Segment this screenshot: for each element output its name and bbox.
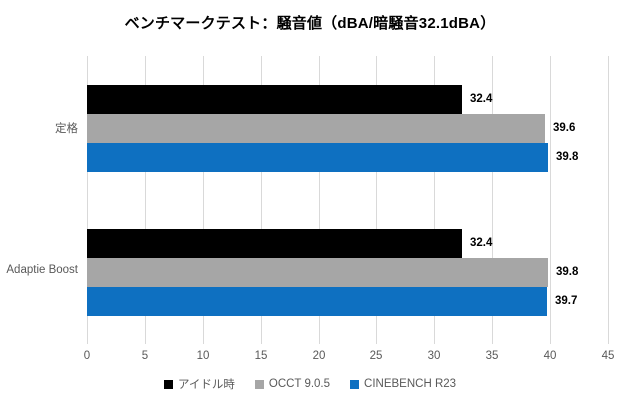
gridline-20 bbox=[319, 56, 320, 344]
x-tick-label: 20 bbox=[312, 350, 326, 362]
value-label: 32.4 bbox=[470, 237, 493, 249]
bar-CINEBENCH R23-定格 bbox=[87, 143, 548, 172]
legend: アイドル時 OCCT 9.0.5 CINEBENCH R23 bbox=[0, 376, 620, 392]
legend-item: アイドル時 bbox=[163, 376, 235, 392]
plot-area: 32.4 39.6 39.8 32.4 39.8 39.7 bbox=[87, 56, 609, 344]
legend-label: OCCT 9.0.5 bbox=[268, 378, 331, 390]
x-tick-label: 45 bbox=[601, 350, 615, 362]
legend-label: アイドル時 bbox=[177, 379, 235, 391]
x-tick-label: 25 bbox=[369, 350, 383, 362]
bar-アイドル時-定格 bbox=[87, 85, 462, 114]
gridline-25 bbox=[376, 56, 377, 344]
gridline-0 bbox=[87, 56, 88, 344]
gridline-30 bbox=[434, 56, 435, 344]
x-tick-label: 35 bbox=[485, 350, 499, 362]
bar-CINEBENCH R23-Adaptie Boost bbox=[87, 287, 547, 316]
value-label: 39.6 bbox=[553, 122, 576, 134]
value-label: 39.7 bbox=[555, 295, 578, 307]
x-tick-label: 0 bbox=[83, 350, 91, 362]
legend-label: CINEBENCH R23 bbox=[364, 378, 457, 390]
value-label: 32.4 bbox=[470, 93, 493, 105]
bar-アイドル時-Adaptie Boost bbox=[87, 229, 462, 258]
legend-item: OCCT 9.0.5 bbox=[254, 378, 331, 390]
gridline-10 bbox=[203, 56, 204, 344]
x-tick-label: 5 bbox=[141, 350, 149, 362]
value-label: 39.8 bbox=[556, 151, 579, 163]
legend-swatch-icon bbox=[163, 379, 173, 389]
gridline-40 bbox=[550, 56, 551, 344]
gridline-5 bbox=[145, 56, 146, 344]
gridline-35 bbox=[492, 56, 493, 344]
category-label: 定格 bbox=[55, 123, 78, 135]
bar-OCCT 9.0.5-Adaptie Boost bbox=[87, 258, 548, 287]
gridline-15 bbox=[261, 56, 262, 344]
x-tick-label: 30 bbox=[427, 350, 441, 362]
gridline-45 bbox=[608, 56, 609, 344]
chart-title: ベンチマークテスト：騒音値（dBA/暗騒音32.1dBA） bbox=[124, 15, 496, 32]
x-tick-label: 15 bbox=[254, 350, 268, 362]
value-label: 39.8 bbox=[556, 266, 579, 278]
legend-swatch-icon bbox=[350, 379, 360, 389]
x-tick-label: 10 bbox=[196, 350, 210, 362]
bar-OCCT 9.0.5-定格 bbox=[87, 114, 545, 143]
category-label: Adaptie Boost bbox=[6, 264, 78, 276]
x-tick-label: 40 bbox=[543, 350, 557, 362]
legend-item: CINEBENCH R23 bbox=[350, 378, 456, 390]
legend-swatch-icon bbox=[254, 379, 264, 389]
